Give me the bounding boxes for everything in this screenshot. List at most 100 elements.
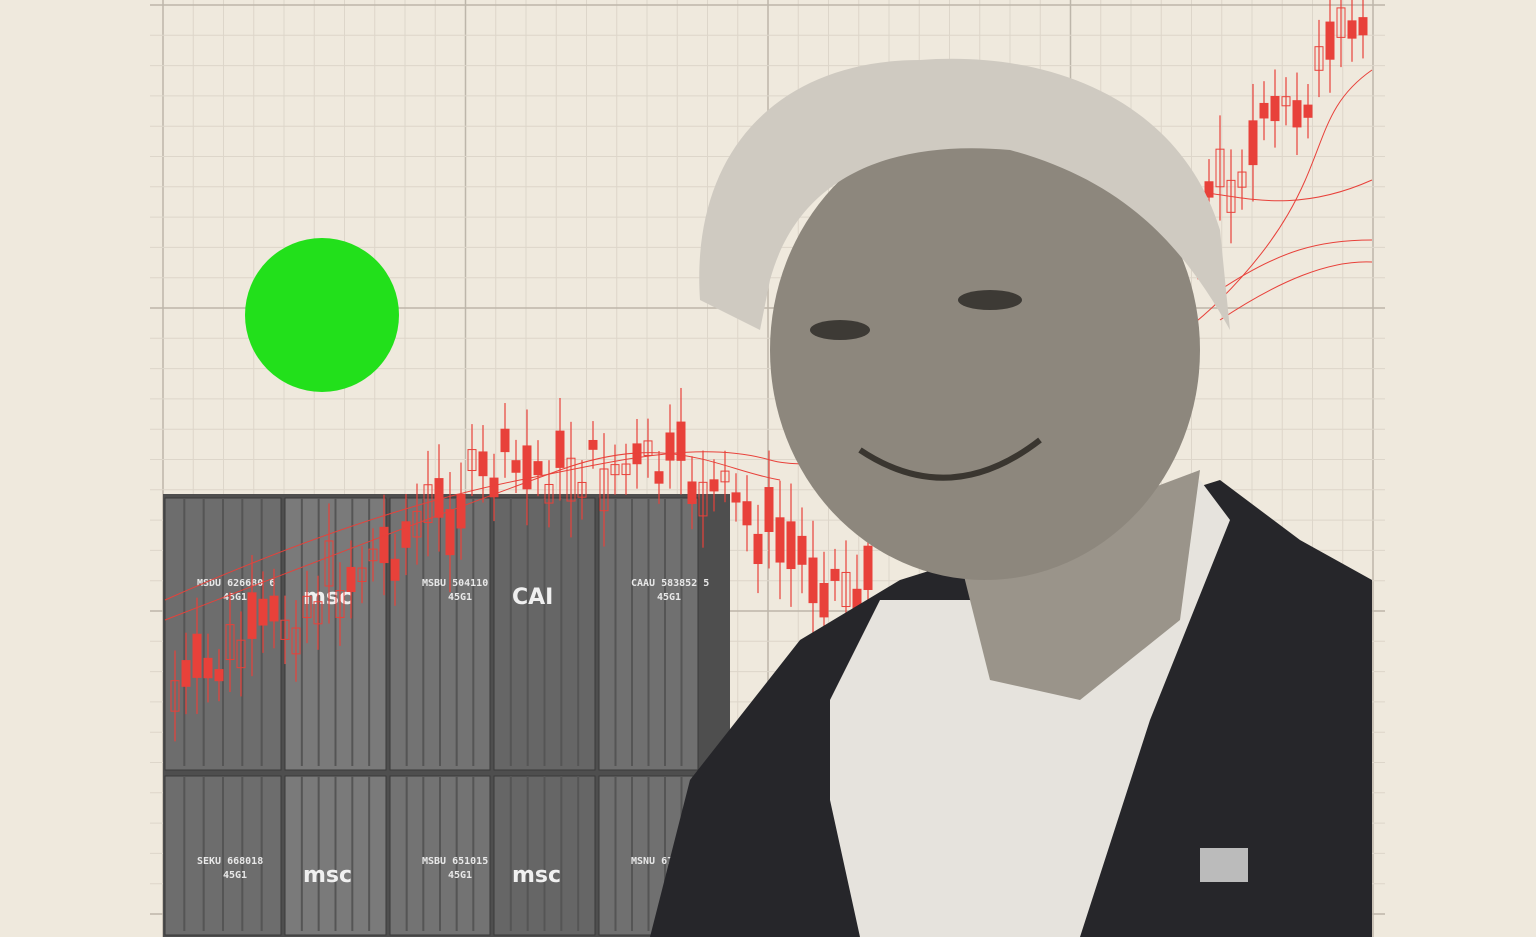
container-code: 45G1	[223, 592, 247, 603]
candle	[742, 501, 752, 526]
candle	[610, 464, 620, 476]
candle	[1336, 7, 1346, 38]
container-label: SEKU 668018	[197, 856, 263, 867]
candle	[368, 548, 378, 562]
container-label: msc	[303, 585, 352, 610]
candle	[379, 526, 389, 564]
container-label: MSBU 651015 4	[422, 856, 500, 867]
candle	[1281, 96, 1291, 107]
candle	[698, 481, 708, 517]
candle	[863, 545, 873, 590]
candle	[709, 479, 719, 492]
candle	[621, 463, 631, 476]
candle	[566, 457, 576, 502]
candle	[797, 535, 807, 565]
container-label: MSBU 504110 8	[422, 578, 500, 589]
candle	[170, 680, 180, 712]
candle	[280, 619, 290, 640]
candle	[1248, 120, 1258, 166]
candle	[500, 428, 510, 453]
candle	[1347, 20, 1357, 39]
candle	[1259, 102, 1269, 119]
candle	[841, 571, 851, 608]
candle	[346, 566, 356, 593]
candle	[291, 627, 301, 655]
candle	[522, 445, 532, 490]
candle	[313, 601, 323, 625]
container-label: msc	[512, 863, 561, 888]
container-code: 45G1	[448, 592, 472, 603]
candle	[401, 521, 411, 548]
candle	[786, 521, 796, 570]
candle	[478, 451, 488, 477]
candle	[588, 439, 598, 450]
candle	[665, 432, 675, 461]
candle	[302, 595, 312, 619]
candle	[1215, 148, 1225, 188]
candle	[577, 481, 587, 498]
moving-average	[1219, 239, 1373, 321]
mouth	[858, 437, 1042, 481]
candle	[390, 558, 400, 581]
flag-pin	[1200, 848, 1248, 882]
candle	[676, 421, 686, 461]
candle	[203, 657, 213, 679]
candle	[225, 624, 235, 661]
container-photo: MSDU 626680 6 45G1 msc MSBU 504110 8 45G1 CAI…	[163, 494, 730, 937]
candle	[214, 669, 224, 682]
candle	[731, 492, 741, 503]
container-code: 45G1	[223, 870, 247, 881]
candle	[819, 582, 829, 618]
candle	[654, 471, 664, 484]
candle	[434, 478, 444, 518]
container-label: MSNU 67	[631, 856, 673, 867]
container-label: msc	[303, 863, 352, 888]
candle	[1303, 104, 1313, 118]
candle	[632, 443, 642, 465]
candle	[599, 468, 609, 512]
candle	[775, 517, 785, 563]
neck	[960, 470, 1200, 700]
candle	[830, 568, 840, 581]
candle	[247, 592, 257, 639]
green-dot	[245, 238, 399, 392]
candle	[1358, 17, 1368, 36]
candle	[269, 595, 279, 622]
candle	[412, 510, 422, 538]
candle	[764, 487, 774, 532]
container-code: 45G1	[657, 592, 681, 603]
candle	[753, 533, 763, 565]
candle	[258, 598, 268, 626]
candle	[808, 557, 818, 604]
candle	[1314, 46, 1324, 71]
candle	[181, 660, 191, 687]
hair	[699, 58, 1230, 330]
candle	[1237, 171, 1247, 188]
moving-average	[164, 69, 1373, 601]
container-label: MSDU 626680 6	[197, 578, 275, 589]
candle	[544, 483, 554, 504]
candle	[324, 540, 334, 587]
candle	[335, 590, 345, 618]
candle	[1204, 181, 1214, 198]
candle	[555, 430, 565, 468]
eye	[810, 320, 870, 340]
candle	[1292, 100, 1302, 128]
container-label: CAAU 583852 5	[631, 578, 709, 589]
candle	[720, 470, 730, 483]
candle	[467, 449, 477, 472]
candle	[456, 493, 466, 529]
candle	[511, 460, 521, 473]
candle	[533, 461, 543, 476]
candle	[687, 481, 697, 504]
candle	[357, 567, 367, 582]
portrait	[650, 58, 1372, 937]
candle	[489, 477, 499, 498]
container-label: CAI	[512, 585, 553, 610]
candle	[1270, 95, 1280, 122]
candle	[1325, 21, 1335, 60]
eye	[958, 290, 1022, 310]
candle	[445, 509, 455, 556]
